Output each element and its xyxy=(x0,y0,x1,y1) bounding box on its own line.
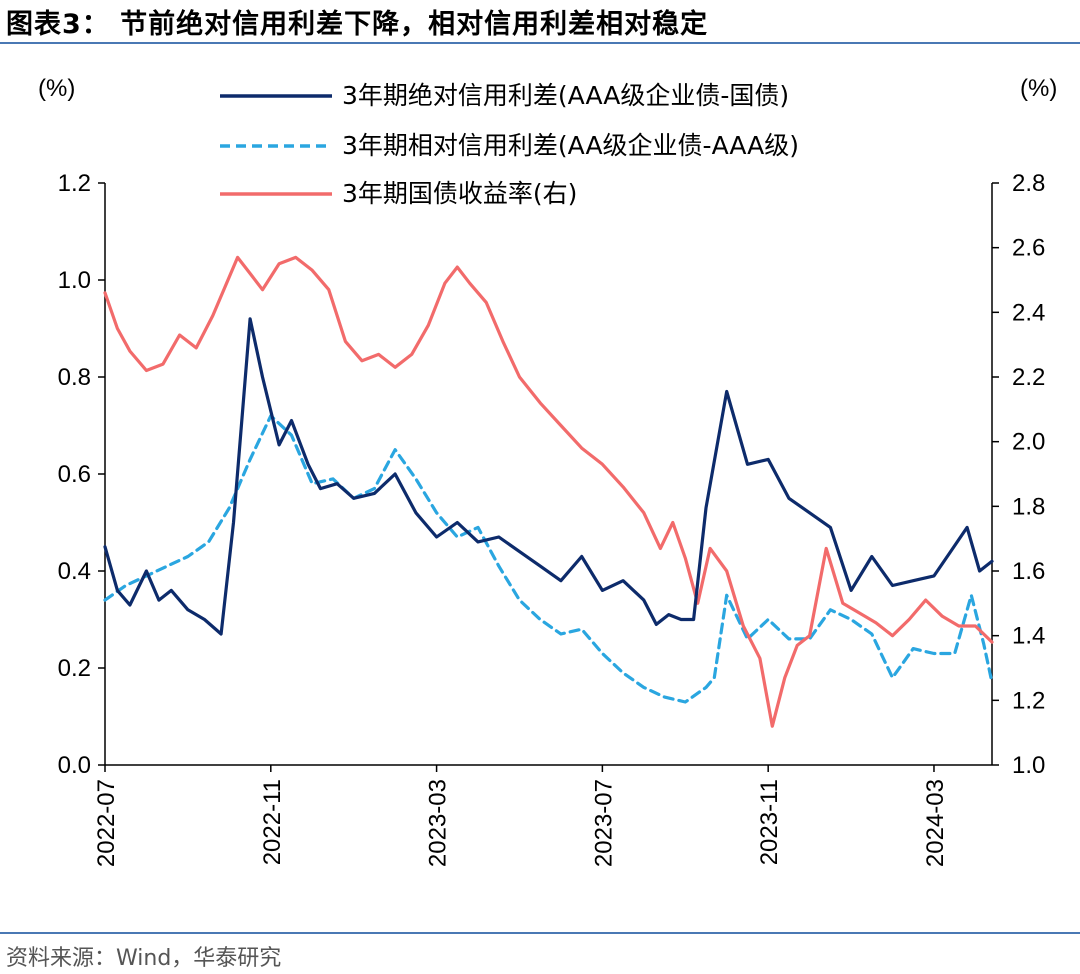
y-right-tick-label: 2.8 xyxy=(1012,170,1045,197)
x-tick-label: 2022-07 xyxy=(93,779,120,867)
y-right-tick-label: 2.2 xyxy=(1012,364,1045,391)
legend-label-0: 3年期绝对信用利差(AAA级企业债-国债) xyxy=(342,81,789,110)
x-tick-label: 2022-11 xyxy=(259,779,286,865)
axes: 0.0 0.2 0.4 0.6 0.8 1.0 1.2 1.0 1.2 1.4 1.6 1.8 2.0 2… xyxy=(38,75,1057,867)
chart: 0.0 0.2 0.4 0.6 0.8 1.0 1.2 1.0 1.2 1.4 1.6 1.8 2.0 2… xyxy=(38,75,1057,867)
y-right-unit-label: (%) xyxy=(1020,75,1057,102)
y-right-tick-label: 2.6 xyxy=(1012,235,1045,262)
x-tick-label: 2023-11 xyxy=(756,779,783,865)
series-line-2 xyxy=(103,255,994,728)
title-rule xyxy=(0,42,1080,44)
legend-label-2: 3年期国债收益率(右) xyxy=(342,179,577,208)
legend: 3年期绝对信用利差(AAA级企业债-国债) 3年期相对信用利差(AA级企业债-AA… xyxy=(220,81,799,208)
x-tick-label: 2023-03 xyxy=(425,779,452,867)
y-right-tick-label: 1.4 xyxy=(1012,623,1045,650)
series-line-0 xyxy=(103,317,994,636)
source-note: 资料来源：Wind，华泰研究 xyxy=(6,946,282,971)
y-left-tick-label: 0.6 xyxy=(58,461,91,488)
y-left-unit-label: (%) xyxy=(38,75,75,102)
y-left-tick-label: 0.8 xyxy=(58,364,91,391)
y-left-tick-label: 1.0 xyxy=(58,267,91,294)
y-left-tick-label: 1.2 xyxy=(58,170,91,197)
series-lines xyxy=(103,255,994,728)
legend-label-1: 3年期相对信用利差(AA级企业债-AAA级) xyxy=(342,131,799,160)
y-right-tick-label: 2.4 xyxy=(1012,299,1045,326)
x-tick-label: 2024-03 xyxy=(922,779,949,867)
y-right-tick-label: 1.8 xyxy=(1012,493,1045,520)
y-right-tick-label: 2.0 xyxy=(1012,429,1045,456)
x-tick-label: 2023-07 xyxy=(590,779,617,867)
y-left-tick-label: 0.0 xyxy=(58,752,91,779)
y-right-tick-label: 1.0 xyxy=(1012,752,1045,779)
source-rule xyxy=(0,932,1080,934)
chart-title: 图表3： 节前绝对信用利差下降，相对信用利差相对稳定 xyxy=(6,9,709,40)
y-left-tick-label: 0.4 xyxy=(58,558,91,585)
y-right-tick-label: 1.6 xyxy=(1012,558,1045,585)
series-line-1 xyxy=(103,414,994,704)
y-left-tick-label: 0.2 xyxy=(58,655,91,682)
y-right-tick-label: 1.2 xyxy=(1012,687,1045,714)
